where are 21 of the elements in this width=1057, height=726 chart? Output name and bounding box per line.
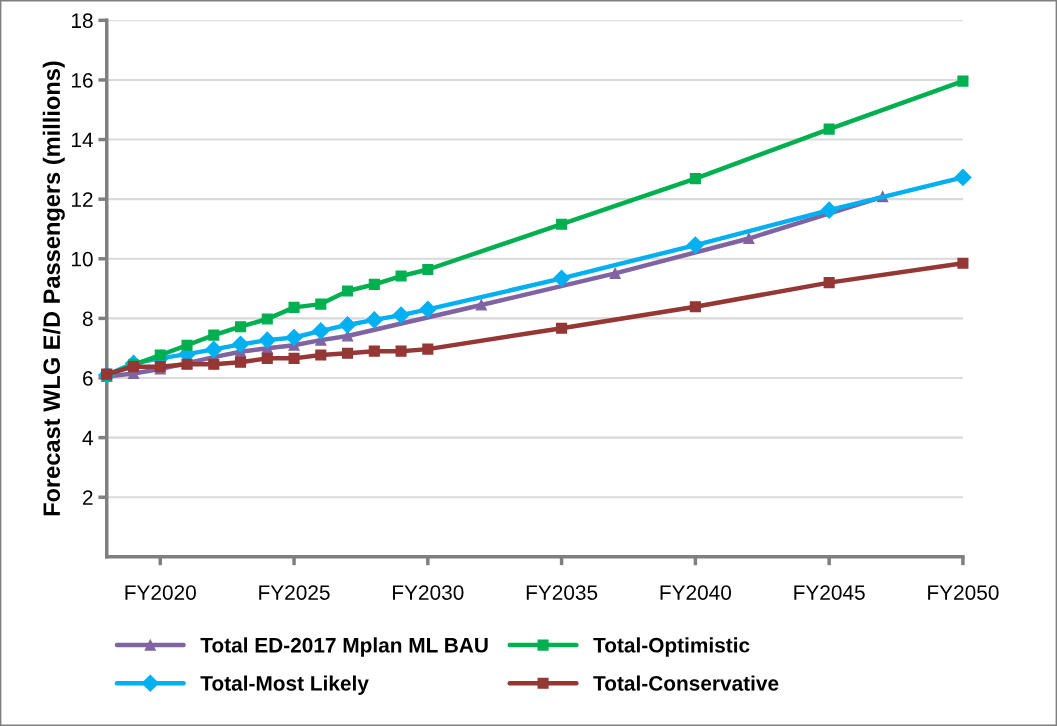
y-tick-label: 8 — [82, 311, 93, 327]
legend-label: Total-Most Likely — [200, 675, 369, 695]
x-tick-label: FY2025 — [259, 585, 330, 600]
x-tick-label: FY2050 — [928, 585, 999, 600]
y-tick-label: 14 — [71, 132, 93, 148]
y-tick-label: 4 — [82, 430, 93, 446]
y-tick-label: 2 — [83, 490, 93, 505]
legend-label: Total-Optimistic — [593, 637, 750, 657]
y-tick-label: 12 — [71, 192, 93, 207]
y-tick-label: 16 — [71, 72, 93, 88]
y-axis-title: Forecast WLG E/D Passengers (millions) — [42, 61, 65, 516]
x-tick-label: FY2030 — [393, 585, 464, 600]
y-tick-label: 10 — [71, 251, 93, 267]
legend-label: Total-Conservative — [593, 675, 779, 691]
y-tick-label: 18 — [71, 13, 93, 29]
x-tick-label: FY2040 — [660, 585, 732, 600]
x-tick-label: FY2020 — [125, 585, 196, 600]
x-tick-label: FY2045 — [794, 585, 865, 600]
y-tick-label: 6 — [83, 371, 93, 386]
x-tick-label: FY2035 — [526, 585, 598, 600]
legend-label: Total ED-2017 Mplan ML BAU — [200, 637, 488, 657]
